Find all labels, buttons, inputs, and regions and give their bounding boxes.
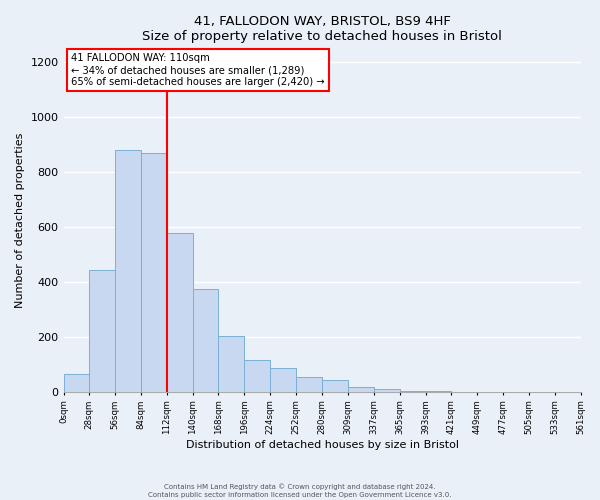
Bar: [218, 336, 244, 392]
Bar: [374, 389, 400, 392]
Bar: [400, 390, 425, 392]
Text: Contains HM Land Registry data © Crown copyright and database right 2024.
Contai: Contains HM Land Registry data © Crown c…: [148, 484, 452, 498]
Bar: [322, 380, 348, 392]
Bar: [270, 368, 296, 392]
Bar: [89, 270, 115, 392]
Y-axis label: Number of detached properties: Number of detached properties: [15, 132, 25, 308]
Text: 41 FALLODON WAY: 110sqm
← 34% of detached houses are smaller (1,289)
65% of semi: 41 FALLODON WAY: 110sqm ← 34% of detache…: [71, 54, 325, 86]
Bar: [348, 387, 374, 392]
Bar: [193, 289, 218, 392]
Bar: [64, 374, 89, 392]
Bar: [244, 360, 270, 392]
Bar: [296, 377, 322, 392]
Bar: [115, 150, 141, 392]
Bar: [167, 232, 193, 392]
X-axis label: Distribution of detached houses by size in Bristol: Distribution of detached houses by size …: [185, 440, 458, 450]
Title: 41, FALLODON WAY, BRISTOL, BS9 4HF
Size of property relative to detached houses : 41, FALLODON WAY, BRISTOL, BS9 4HF Size …: [142, 15, 502, 43]
Bar: [141, 153, 167, 392]
